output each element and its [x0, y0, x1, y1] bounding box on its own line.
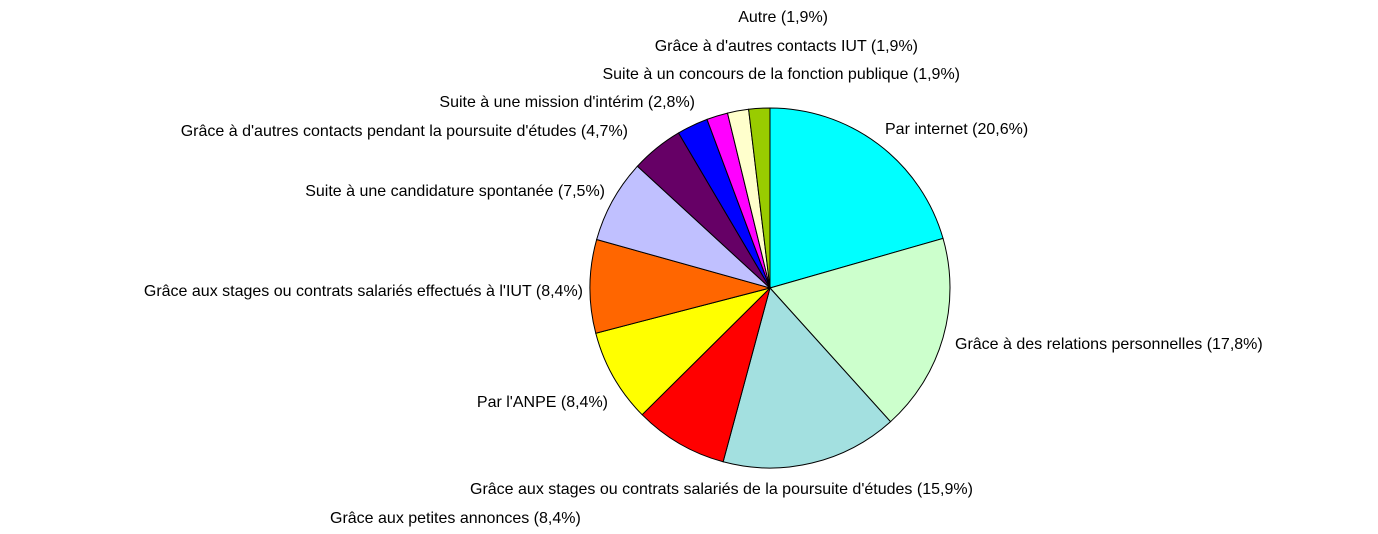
slice-label: Par internet (20,6%): [885, 121, 1028, 138]
pie-slice: [589, 238, 772, 334]
pie-slice: [595, 287, 772, 416]
slice-label: Suite à une mission d'intérim (2,8%): [439, 94, 695, 111]
slice-label: Par l'ANPE (8,4%): [477, 394, 608, 411]
slice-label: Grâce à d'autres contacts pendant la pou…: [181, 123, 628, 140]
slice-label: Grâce à des relations personnelles (17,8…: [955, 336, 1263, 353]
slice-label: Grâce aux stages ou contrats salariés de…: [470, 481, 973, 498]
slice-label: Autre (1,9%): [738, 9, 828, 26]
slice-label: Grâce aux petites annonces (8,4%): [330, 510, 581, 527]
pie-slice: [769, 107, 944, 289]
pie-slice: [769, 237, 951, 423]
pie-slice: [748, 107, 771, 289]
pie-slice: [722, 286, 892, 469]
pie-slice: [641, 286, 771, 463]
slice-label: Grâce à d'autres contacts IUT (1,9%): [655, 38, 918, 55]
slice-label: Grâce aux stages ou contrats salariés ef…: [144, 283, 583, 300]
slice-label: Suite à un concours de la fonction publi…: [602, 66, 960, 83]
slice-label: Suite à une candidature spontanée (7,5%): [305, 183, 605, 200]
